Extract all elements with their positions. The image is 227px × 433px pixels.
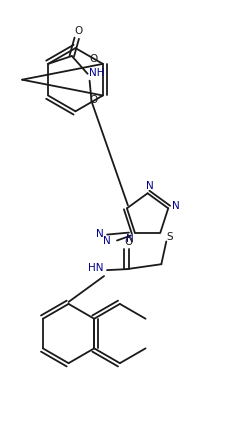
Text: S: S <box>166 232 173 242</box>
Text: O: O <box>75 26 83 36</box>
Text: N: N <box>103 236 111 246</box>
Text: HN: HN <box>88 263 104 273</box>
Text: N: N <box>172 201 180 211</box>
Text: N: N <box>146 181 153 191</box>
Text: N: N <box>96 229 104 239</box>
Text: O: O <box>125 237 133 248</box>
Text: O: O <box>90 95 98 106</box>
Text: O: O <box>90 54 98 64</box>
Text: N: N <box>126 233 134 243</box>
Text: NH: NH <box>89 68 104 78</box>
